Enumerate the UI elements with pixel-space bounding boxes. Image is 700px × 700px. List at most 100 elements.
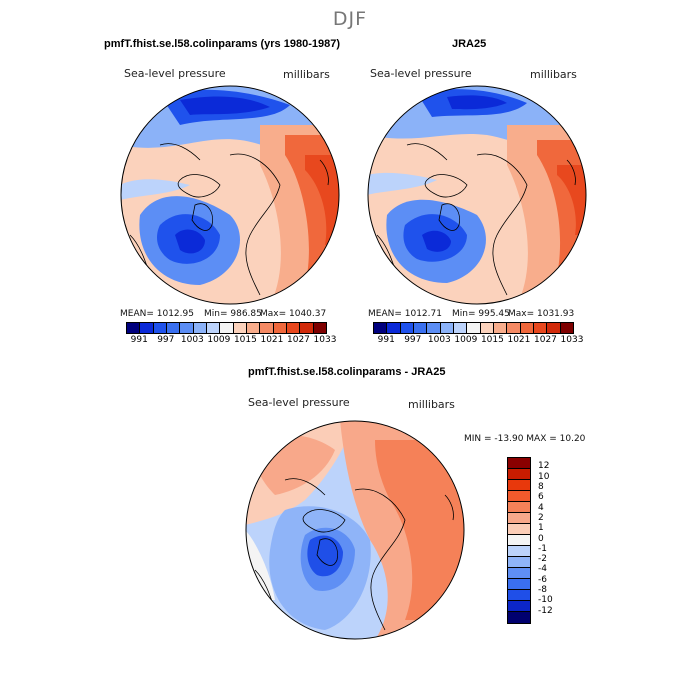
colorbar-tick-label: 8 <box>538 481 544 492</box>
model-colorbar-ticks: 991 997 1003 1009 1015 1021 1027 1033 <box>126 335 337 347</box>
colorbar-tick-label: 1009 <box>207 335 231 345</box>
colorbar-tick-label: 1027 <box>287 335 310 345</box>
colorbar-swatch <box>508 524 530 535</box>
figure-title: DJF <box>332 8 368 30</box>
obs-variable-label: Sea-level pressure <box>370 67 472 80</box>
colorbar-tick-label: 991 <box>377 335 395 345</box>
colorbar-swatch <box>508 491 530 502</box>
model-panel-title: pmfT.fhist.se.l58.colinparams (yrs 1980-… <box>104 38 340 50</box>
obs-max-stat: Max= 1031.93 <box>508 309 575 319</box>
colorbar-tick-label: 1021 <box>507 335 531 345</box>
obs-min-stat: Min= 995.45 <box>452 309 510 319</box>
colorbar-tick-label: 1021 <box>260 335 284 345</box>
colorbar-swatch <box>507 323 521 333</box>
colorbar-tick-label: -4 <box>538 564 547 575</box>
colorbar-tick-label: 1027 <box>534 335 557 345</box>
colorbar-tick-label: 10 <box>538 471 550 482</box>
colorbar-tick-label: 1009 <box>454 335 478 345</box>
colorbar-swatch <box>387 323 401 333</box>
colorbar-swatch <box>413 323 428 333</box>
obs-colorbar-ticks: 991 997 1003 1009 1015 1021 1027 1033 <box>373 335 584 347</box>
model-max-stat: Max= 1040.37 <box>260 309 327 319</box>
colorbar-swatch <box>427 323 441 333</box>
colorbar-swatch <box>180 323 194 333</box>
colorbar-swatch <box>313 323 326 333</box>
colorbar-swatch <box>508 458 530 469</box>
colorbar-tick-label: 1015 <box>480 335 504 345</box>
colorbar-swatch <box>220 323 234 333</box>
colorbar-tick-label: 997 <box>157 335 175 345</box>
colorbar-swatch <box>260 323 274 333</box>
diff-colorbar <box>507 457 531 624</box>
colorbar-swatch <box>508 513 530 524</box>
colorbar-tick-label: -6 <box>538 574 547 585</box>
colorbar-tick-label: 6 <box>538 492 544 503</box>
colorbar-swatch <box>508 535 530 546</box>
colorbar-swatch <box>520 323 534 333</box>
colorbar-swatch <box>140 323 154 333</box>
colorbar-tick-label: 1 <box>538 523 544 534</box>
obs-mean-stat: MEAN= 1012.71 <box>368 309 442 319</box>
colorbar-tick-label: -10 <box>538 595 553 606</box>
colorbar-swatch <box>508 601 530 612</box>
colorbar-swatch <box>233 323 247 333</box>
colorbar-swatch <box>508 568 530 579</box>
colorbar-tick-label: -1 <box>538 543 547 554</box>
diff-panel-title: pmfT.fhist.se.l58.colinparams - JRA25 <box>248 366 446 378</box>
colorbar-swatch <box>508 546 530 557</box>
model-units-label: millibars <box>283 68 330 81</box>
colorbar-swatch <box>453 323 468 333</box>
diff-units-label: millibars <box>408 398 455 411</box>
model-polar-map <box>120 85 340 305</box>
colorbar-swatch <box>508 579 530 590</box>
colorbar-tick-label: 0 <box>538 533 544 544</box>
model-min-stat: Min= 986.85 <box>204 309 262 319</box>
colorbar-swatch <box>533 323 548 333</box>
colorbar-swatch <box>493 323 508 333</box>
obs-panel-title: JRA25 <box>452 38 487 50</box>
colorbar-swatch <box>467 323 481 333</box>
colorbar-tick-label: 2 <box>538 512 544 523</box>
colorbar-swatch <box>246 323 261 333</box>
diff-variable-label: Sea-level pressure <box>248 396 350 409</box>
colorbar-swatch <box>508 612 530 623</box>
diff-colorbar-ticks: 12 10 8 6 4 2 1 0 -1 -2 -4 -6 -8 -10 -12 <box>538 457 578 622</box>
model-variable-label: Sea-level pressure <box>124 67 226 80</box>
colorbar-swatch <box>508 502 530 513</box>
colorbar-swatch <box>300 323 314 333</box>
colorbar-swatch <box>206 323 221 333</box>
colorbar-swatch <box>153 323 167 333</box>
colorbar-tick-label: -2 <box>538 554 547 565</box>
colorbar-tick-label: 1015 <box>233 335 257 345</box>
colorbar-tick-label: 4 <box>538 502 544 513</box>
colorbar-swatch <box>127 323 141 333</box>
colorbar-tick-label: 12 <box>538 461 550 472</box>
colorbar-tick-label: -8 <box>538 585 547 596</box>
model-colorbar <box>126 322 327 334</box>
colorbar-swatch <box>560 323 573 333</box>
colorbar-swatch <box>480 323 494 333</box>
colorbar-swatch <box>508 557 530 568</box>
diff-minmax-stat: MIN = -13.90 MAX = 10.20 <box>464 434 586 444</box>
colorbar-tick-label: 991 <box>130 335 148 345</box>
colorbar-swatch <box>508 480 530 491</box>
colorbar-swatch <box>286 323 301 333</box>
colorbar-tick-label: 1003 <box>180 335 204 345</box>
obs-polar-map <box>367 85 587 305</box>
colorbar-swatch <box>547 323 561 333</box>
colorbar-swatch <box>400 323 414 333</box>
colorbar-tick-label: 1033 <box>313 335 337 345</box>
obs-units-label: millibars <box>530 68 577 81</box>
colorbar-swatch <box>166 323 181 333</box>
colorbar-tick-label: 1003 <box>427 335 451 345</box>
colorbar-swatch <box>374 323 388 333</box>
model-mean-stat: MEAN= 1012.95 <box>120 309 194 319</box>
diff-polar-map <box>245 420 465 640</box>
colorbar-swatch <box>508 469 530 480</box>
colorbar-tick-label: 1033 <box>560 335 584 345</box>
colorbar-swatch <box>440 323 454 333</box>
obs-colorbar <box>373 322 574 334</box>
colorbar-tick-label: 997 <box>404 335 422 345</box>
colorbar-tick-label: -12 <box>538 605 553 616</box>
colorbar-swatch <box>273 323 287 333</box>
